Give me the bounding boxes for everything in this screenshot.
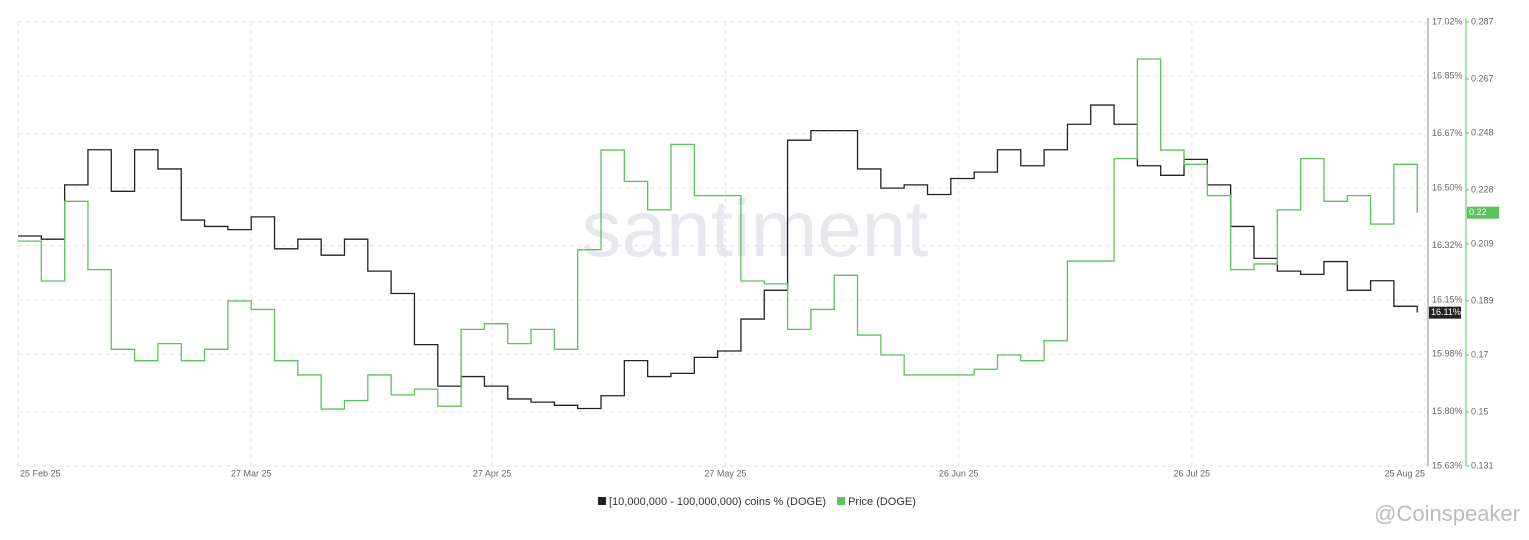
x-tick-label: 27 May 25 xyxy=(704,468,746,478)
legend-label: Price (DOGE) xyxy=(848,496,916,508)
x-tick-label: 25 Aug 25 xyxy=(1384,468,1425,478)
x-tick-label: 26 Jul 25 xyxy=(1174,468,1211,478)
last-value-box xyxy=(1467,206,1499,219)
series-line xyxy=(18,58,1418,410)
x-tick-label: 26 Jun 25 xyxy=(939,468,979,478)
x-tick-label: 27 Mar 25 xyxy=(231,468,272,478)
y2-tick-label: 0.17 xyxy=(1471,349,1489,359)
watermark: santiment xyxy=(582,184,929,273)
x-tick-label: 25 Feb 25 xyxy=(20,468,61,478)
y2-tick-label: 0.228 xyxy=(1471,184,1494,194)
y2-tick-label: 0.287 xyxy=(1471,16,1494,26)
source-mark: @Coinspeaker xyxy=(1374,501,1520,526)
y-tick-label: 17.02% xyxy=(1432,16,1463,26)
y2-tick-label: 0.209 xyxy=(1471,238,1494,248)
y-tick-label: 16.67% xyxy=(1432,128,1463,138)
y-tick-label: 15.98% xyxy=(1432,349,1463,359)
last-value-box xyxy=(1429,306,1461,319)
y2-tick-label: 0.15 xyxy=(1471,406,1489,416)
y-tick-label: 16.50% xyxy=(1432,182,1463,192)
y-tick-label: 15.80% xyxy=(1432,406,1463,416)
y-tick-label: 16.32% xyxy=(1432,240,1463,250)
x-tick-label: 27 Apr 25 xyxy=(473,468,512,478)
legend-swatch xyxy=(598,497,606,505)
y2-tick-label: 0.248 xyxy=(1471,127,1494,137)
last-value-label: 0.22 xyxy=(1469,207,1487,217)
y2-tick-label: 0.267 xyxy=(1471,73,1494,83)
last-value-label: 16.11% xyxy=(1431,307,1461,317)
y-tick-label: 15.63% xyxy=(1432,460,1463,470)
y-tick-label: 16.15% xyxy=(1432,294,1463,304)
legend-swatch xyxy=(837,497,846,505)
y-tick-label: 16.85% xyxy=(1432,71,1463,81)
y2-tick-label: 0.131 xyxy=(1471,460,1494,470)
y2-tick-label: 0.189 xyxy=(1471,295,1494,305)
legend-label: [10,000,000 - 100,000,000) coins % (DOGE… xyxy=(609,496,826,508)
series-line xyxy=(18,104,1418,410)
